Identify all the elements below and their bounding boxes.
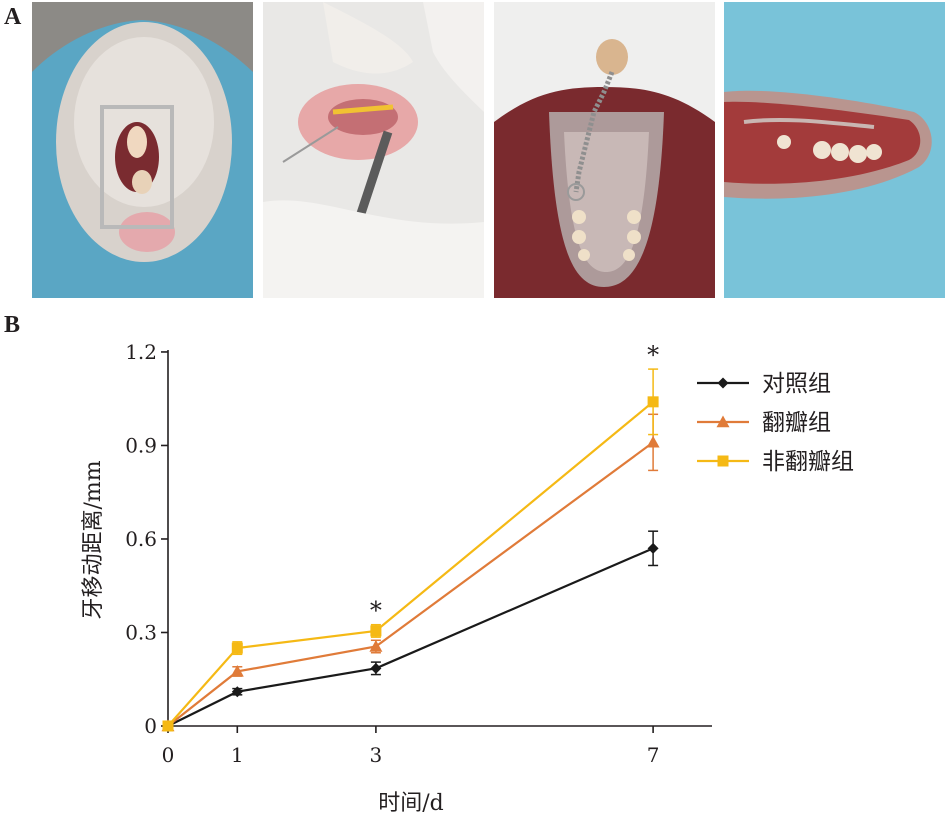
y-tick-label: 1.2 xyxy=(125,340,157,364)
legend-item: 非翻瓣组 xyxy=(697,449,854,475)
y-tick-label: 0.3 xyxy=(125,620,157,644)
photo-rat-mouth-appliance xyxy=(32,2,253,298)
series-line xyxy=(167,547,654,727)
data-point xyxy=(231,686,243,698)
x-tick-label: 1 xyxy=(231,743,244,767)
legend-marker xyxy=(717,455,729,467)
panel-b-label: B xyxy=(4,312,21,338)
data-point xyxy=(369,640,383,652)
photo-palate-coil-spring xyxy=(494,2,715,298)
x-tick-label: 3 xyxy=(370,743,383,767)
y-tick-label: 0.9 xyxy=(125,433,157,457)
data-point xyxy=(230,664,244,677)
x-tick-label: 0 xyxy=(162,743,175,767)
legend-label: 对照组 xyxy=(762,371,831,397)
x-axis-title: 时间/d xyxy=(378,791,444,816)
series-3 xyxy=(162,368,659,732)
data-point xyxy=(647,396,659,408)
legend-marker xyxy=(717,377,729,389)
series-1 xyxy=(162,530,659,732)
panel-a-label: A xyxy=(4,4,22,30)
data-point xyxy=(162,720,174,732)
legend-item: 翻瓣组 xyxy=(697,410,831,436)
legend-item: 对照组 xyxy=(697,371,831,397)
data-point xyxy=(370,662,382,674)
legend-label: 翻瓣组 xyxy=(762,410,831,436)
series-line xyxy=(167,400,654,727)
series-2 xyxy=(161,413,660,732)
legend-marker xyxy=(716,415,730,428)
significance-star: * xyxy=(647,341,659,369)
data-point xyxy=(647,542,659,554)
chart-series: ** xyxy=(161,341,660,732)
y-tick-label: 0 xyxy=(144,714,157,738)
legend-label: 非翻瓣组 xyxy=(762,449,854,475)
data-point xyxy=(646,435,660,448)
data-point xyxy=(231,642,243,654)
data-point xyxy=(370,625,382,637)
x-tick-label: 7 xyxy=(647,743,660,767)
y-tick-label: 0.6 xyxy=(125,527,157,551)
y-axis-title: 牙移动距离/mm xyxy=(81,460,106,619)
photo-dissected-maxilla xyxy=(724,2,945,298)
photo-spring-placement xyxy=(263,2,484,298)
chart-axes: 0 0.3 0.6 0.9 1.2 0 1 3 7 xyxy=(125,340,712,767)
series-line xyxy=(167,441,654,727)
significance-star: * xyxy=(370,597,382,625)
